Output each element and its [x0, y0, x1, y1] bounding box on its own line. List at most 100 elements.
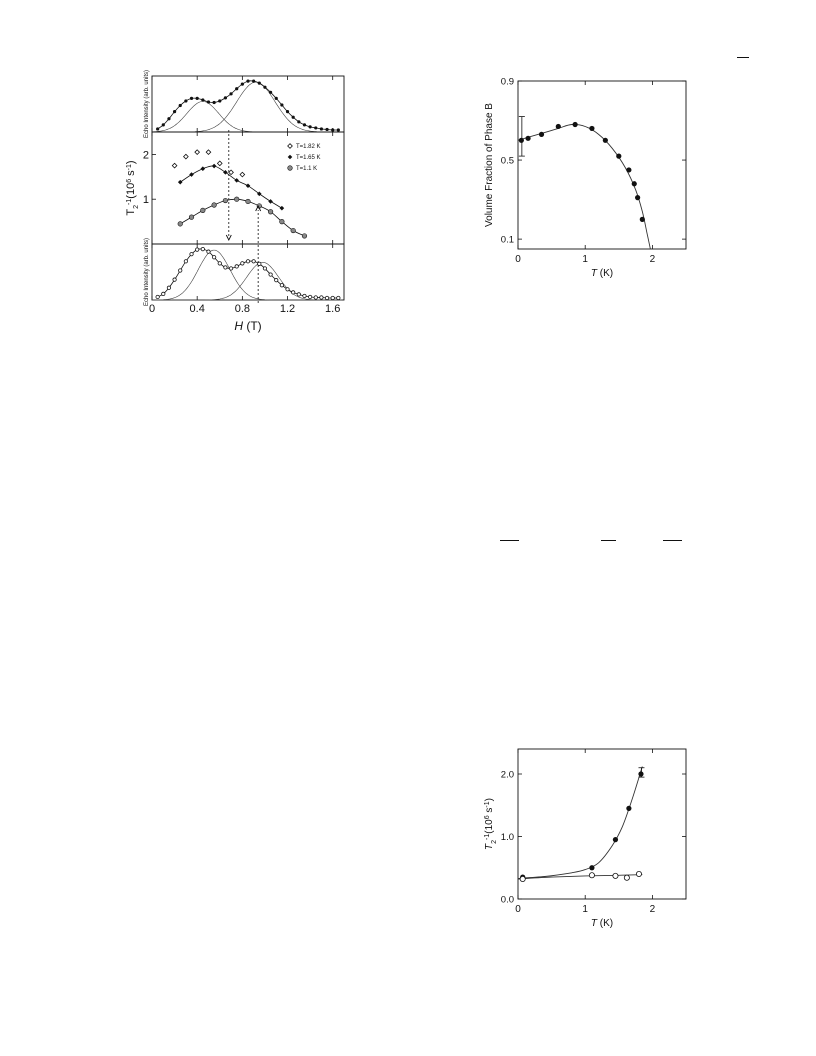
data-point — [195, 247, 200, 252]
data-point — [167, 117, 171, 121]
data-point — [331, 128, 335, 132]
arrow-head — [225, 234, 232, 242]
data-point — [257, 81, 261, 85]
data-point — [172, 277, 177, 282]
data-point — [291, 115, 295, 119]
data-point — [184, 99, 188, 103]
data-point — [223, 96, 228, 100]
y-axis-label: Echo Intensity (arb. units) — [144, 70, 150, 138]
arrow-head — [255, 204, 262, 212]
data-point — [189, 96, 194, 100]
data-point — [313, 295, 318, 300]
data-point — [268, 90, 273, 94]
data-point — [239, 171, 246, 178]
data-point — [211, 202, 217, 208]
data-point — [212, 255, 217, 260]
fit-curve — [517, 766, 643, 879]
data-point — [234, 196, 240, 202]
data-point — [200, 246, 205, 252]
y-tick-label: 0.9 — [501, 77, 514, 88]
data-point-data — [572, 121, 578, 128]
data-point — [200, 207, 206, 213]
data-point-open — [623, 874, 630, 881]
data-point-open — [635, 870, 642, 877]
data-point — [246, 79, 250, 83]
data-point — [234, 264, 239, 269]
y-axis-label: T2-1(106 s-1) — [484, 798, 498, 850]
data-point — [245, 183, 251, 189]
data-point — [177, 179, 183, 185]
data-point — [267, 209, 274, 215]
plot-frame — [517, 748, 687, 900]
data-point — [195, 96, 199, 100]
x-tick-label: 1 — [582, 904, 588, 915]
panel-middle: T2-1(106 s-1)1 2 T=1.82 K T=1.65 K T=1.1 K — [125, 131, 345, 245]
data-point — [296, 292, 301, 297]
x-tick-label: 0 — [515, 254, 521, 265]
fit-peak-1-curve — [151, 249, 342, 301]
data-point-data — [639, 216, 645, 222]
figure-2-volume-fraction: 0 1 2 0.1 0.5 0.9 T (K) Volume Fraction of Phas… — [484, 77, 687, 279]
data-point — [297, 120, 301, 124]
data-point — [188, 214, 195, 220]
data-point — [279, 205, 285, 211]
data-point — [252, 79, 256, 83]
data-point — [229, 92, 233, 96]
y-axis-label: T2-1(106 s-1) — [125, 160, 140, 215]
legend-marker — [287, 154, 293, 160]
data-point — [336, 295, 341, 301]
data-point — [234, 178, 240, 183]
data-point — [178, 268, 183, 273]
x-tick-label: 0.8 — [235, 303, 250, 315]
data-point — [206, 100, 211, 104]
data-point-data — [635, 195, 641, 201]
data-point — [291, 290, 296, 295]
data-point-open — [612, 872, 619, 879]
data-point — [223, 265, 228, 270]
data-point-data — [616, 153, 622, 159]
y-tick-label: 2.0 — [501, 770, 514, 781]
series-line — [157, 80, 339, 131]
data-point-data — [555, 123, 561, 130]
legend-label: T=1.1 K — [296, 166, 317, 172]
data-point — [274, 278, 279, 283]
data-point — [206, 249, 211, 254]
data-point-data — [518, 137, 524, 143]
data-point — [223, 170, 228, 175]
data-point — [194, 149, 201, 156]
data-point — [156, 127, 160, 131]
data-point — [257, 261, 262, 266]
data-point — [279, 219, 285, 225]
data-point — [308, 125, 312, 129]
data-point — [222, 197, 229, 204]
data-point — [301, 233, 308, 239]
data-point — [245, 198, 251, 205]
dash-mark-2 — [500, 540, 519, 541]
y-axis-label: Echo Intensity (arb. units) — [144, 238, 150, 306]
data-point — [325, 127, 329, 132]
data-point — [211, 163, 217, 169]
data-point — [212, 100, 216, 105]
data-point — [251, 259, 256, 264]
y-tick-label: 0.5 — [501, 156, 514, 167]
figure-1-field-dependence: Echo Intensity (arb. units) T2-1(106 s-1)… — [125, 70, 345, 333]
data-point — [245, 259, 251, 264]
legend-label: T=1.65 K — [296, 155, 321, 161]
data-point — [308, 294, 313, 300]
data-point — [240, 82, 244, 86]
data-point-open — [588, 872, 595, 879]
dash-mark-3 — [601, 540, 616, 541]
dash-mark-4 — [663, 540, 682, 541]
data-point — [274, 96, 278, 100]
data-point — [314, 126, 318, 130]
data-point — [216, 160, 223, 167]
error-bar — [518, 116, 525, 157]
x-tick-label: 1.2 — [280, 303, 295, 315]
data-point — [172, 110, 177, 114]
data-point — [336, 128, 340, 132]
data-point — [285, 287, 290, 292]
x-tick-label: 1.6 — [325, 303, 340, 315]
plot-frame — [517, 80, 687, 250]
data-point — [268, 272, 273, 277]
legend-marker — [287, 143, 293, 149]
